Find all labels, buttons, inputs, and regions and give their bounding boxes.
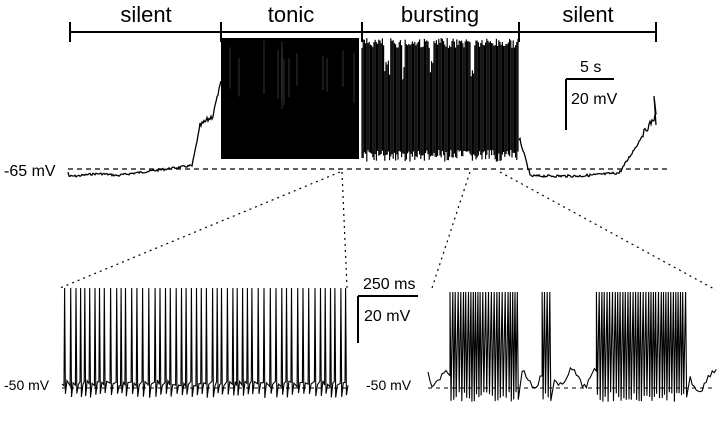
phase-label-tonic: tonic: [268, 2, 314, 27]
trace-tonic-fluctuations: [229, 40, 355, 109]
zoom-guides: [59, 171, 717, 291]
left-inset-baseline-label: -50 mV: [4, 377, 50, 393]
zoom-guide-right-1: [431, 171, 471, 289]
inset-scale-bar: 250 ms 20 mV: [357, 276, 418, 343]
trace-tonic-block: [221, 38, 359, 159]
main-scale-bar: 5 s 20 mV: [565, 59, 618, 130]
main-scale-time-label: 5 s: [580, 59, 601, 76]
right-inset-trace: [427, 291, 717, 402]
inset-scale-time-label: 250 ms: [363, 276, 415, 293]
phase-label-bursting: bursting: [401, 2, 479, 27]
trace-bursting: [361, 38, 519, 162]
right-inset-baseline-label: -50 mV: [366, 377, 412, 393]
zoom-guide-left-1: [59, 171, 341, 289]
zoom-guide-right-2: [499, 171, 717, 291]
inset-scale-voltage-label: 20 mV: [364, 308, 411, 325]
main-trace: [67, 38, 657, 178]
trace-silent-1: [67, 80, 222, 178]
main-scale-voltage-label: 20 mV: [571, 91, 618, 108]
zoom-guide-left-2: [341, 171, 348, 289]
phase-label-silent-2: silent: [562, 2, 613, 27]
right-inset: -50 mV: [366, 291, 717, 402]
phase-bar: [69, 22, 657, 42]
trace-silent-2: [518, 95, 657, 178]
left-inset: -50 mV: [4, 287, 349, 398]
left-inset-trace: [61, 287, 349, 398]
main-baseline-label: -65 mV: [4, 163, 56, 180]
phase-label-silent-1: silent: [120, 2, 171, 27]
